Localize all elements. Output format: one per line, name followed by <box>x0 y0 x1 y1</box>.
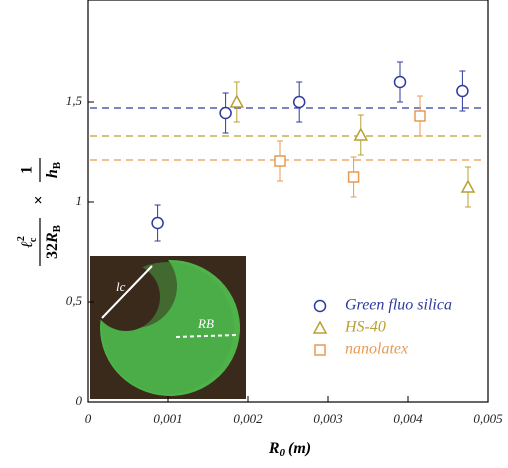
inset-photo: lc RB <box>90 256 246 399</box>
y-label-part: R <box>44 232 61 244</box>
y-axis-label: ℓ2c 32RB × 1 hB <box>16 158 63 266</box>
y-tick-label: 1 <box>76 193 83 208</box>
point <box>414 110 426 122</box>
y-label-part: h <box>44 169 61 178</box>
x-tick-label: 0,003 <box>313 411 343 426</box>
x-tick-label: 0 <box>85 411 92 426</box>
x-axis-label: R0 (m) <box>268 440 311 459</box>
inset-label: RB <box>197 316 214 331</box>
y-label-part: c <box>28 237 39 242</box>
y-label-part: × <box>31 195 48 204</box>
legend-marker <box>312 320 328 334</box>
y-label-part: 32 <box>44 243 61 259</box>
x-label-part: 0 <box>280 447 286 459</box>
y-label-part: B <box>51 161 63 169</box>
point <box>353 127 369 141</box>
point <box>292 95 306 109</box>
point <box>274 155 286 167</box>
x-label-part: R <box>268 440 280 457</box>
legend-label: HS-40 <box>344 319 386 336</box>
plot-frame <box>87 0 489 403</box>
y-label-part: B <box>51 224 63 232</box>
x-tick-label: 0,002 <box>233 411 263 426</box>
inset-arrow <box>175 334 237 338</box>
point <box>456 84 469 98</box>
x-tick-label: 0,001 <box>153 411 182 426</box>
y-label-den: 32RB <box>44 224 63 259</box>
y-label-den: hB <box>44 161 63 178</box>
point <box>151 216 164 230</box>
point <box>229 94 245 108</box>
inset-hole <box>92 263 160 331</box>
point <box>393 75 407 89</box>
point <box>219 106 232 120</box>
legend-label: Green fluo silica <box>345 297 452 314</box>
y-label-part: ℓ <box>19 241 36 249</box>
point <box>460 179 476 193</box>
y-tick-label: 0,5 <box>66 293 83 308</box>
y-tick-label: 1,5 <box>66 93 83 108</box>
inset-arrow <box>101 265 153 319</box>
x-label-part: (m) <box>288 440 311 457</box>
x-tick-label: 0,005 <box>473 411 503 426</box>
y-label-num: ℓ2c <box>16 236 39 249</box>
y-tick-label: 0 <box>76 393 83 408</box>
y-label-part: 1 <box>19 166 36 174</box>
y-label-part: 2 <box>16 236 27 241</box>
legend-marker <box>314 344 326 356</box>
inset-label: lc <box>116 279 126 294</box>
point <box>347 171 360 183</box>
legend-marker <box>313 299 327 313</box>
legend-label: nanolatex <box>345 341 408 358</box>
x-tick-label: 0,004 <box>393 411 423 426</box>
